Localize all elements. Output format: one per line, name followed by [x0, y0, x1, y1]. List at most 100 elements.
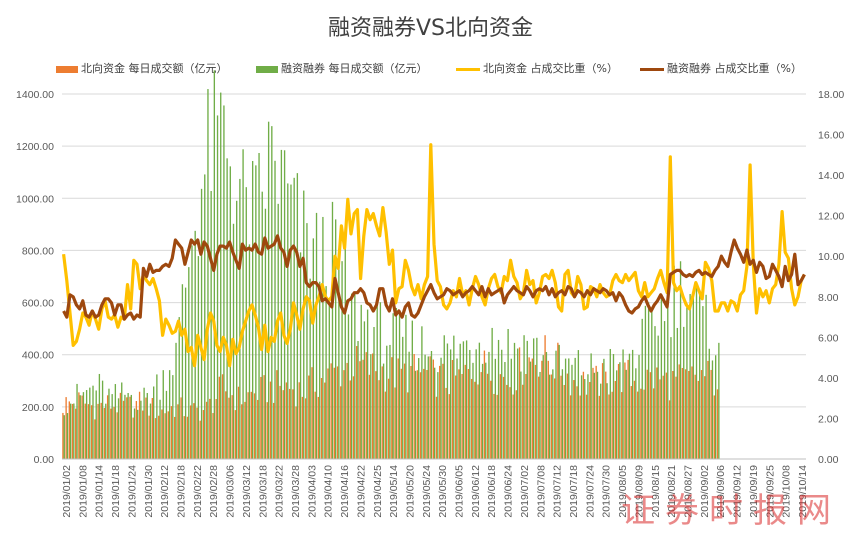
bar-northbound	[560, 375, 562, 459]
bar-northbound	[579, 395, 581, 459]
bar-margin	[408, 351, 410, 459]
bar-margin	[159, 399, 161, 459]
bar-margin	[223, 105, 225, 460]
bar-northbound	[704, 376, 706, 459]
x-tick-label: 2019/09/25	[764, 465, 776, 518]
bar-northbound	[263, 375, 265, 459]
bar-northbound	[518, 347, 521, 459]
bar-margin	[162, 370, 164, 459]
bar-margin	[357, 341, 359, 459]
legend-item: 融资融券 占成交比重（%）	[640, 60, 802, 76]
bar-margin	[386, 345, 388, 459]
bar-northbound	[62, 412, 64, 459]
bar-northbound	[276, 370, 278, 459]
bar-margin	[143, 387, 145, 459]
bar-northbound	[416, 370, 419, 459]
bar-margin	[347, 314, 350, 459]
bar-margin	[341, 261, 343, 459]
bar-margin	[325, 286, 327, 459]
bar-northbound	[646, 369, 648, 459]
bar-northbound	[652, 388, 655, 459]
bar-margin	[580, 375, 583, 459]
legend-label: 融资融券 每日成交额（亿元）	[281, 62, 428, 75]
bar-margin	[101, 380, 104, 459]
bar-northbound	[566, 373, 569, 459]
bar-northbound	[215, 399, 217, 459]
bar-margin	[392, 313, 394, 459]
x-tick-label: 2019/06/24	[503, 465, 515, 518]
bar-northbound	[496, 394, 498, 459]
x-tick-label: 2019/07/02	[519, 465, 531, 518]
bar-northbound	[78, 392, 80, 459]
bar-northbound	[486, 373, 489, 459]
bar-northbound	[371, 353, 374, 459]
bar-northbound	[611, 391, 613, 459]
bar-northbound	[186, 416, 189, 459]
legend-swatch	[640, 67, 664, 71]
bar-margin	[299, 252, 302, 459]
bar-margin	[309, 278, 311, 459]
bar-northbound	[445, 387, 447, 459]
bar-margin	[197, 256, 200, 459]
bar-northbound	[426, 370, 428, 459]
bar-northbound	[368, 374, 371, 459]
bar-margin	[437, 372, 439, 459]
bar-northbound	[260, 376, 262, 459]
bar-margin	[631, 349, 634, 459]
x-tick-label: 2019/03/18	[257, 465, 269, 518]
bar-northbound	[439, 365, 441, 459]
bar-margin	[647, 302, 650, 459]
bar-margin	[405, 314, 407, 459]
bar-northbound	[81, 395, 83, 459]
bar-northbound	[253, 393, 256, 459]
bar-northbound	[314, 391, 316, 459]
bar-northbound	[557, 342, 559, 459]
x-tick-label: 2019/06/05	[454, 465, 466, 518]
bar-margin	[481, 363, 484, 459]
bar-northbound	[684, 369, 687, 459]
bar-northbound	[675, 376, 677, 459]
bar-northbound	[196, 407, 198, 459]
bar-northbound	[458, 369, 460, 459]
bar-northbound	[97, 403, 99, 459]
bar-margin	[679, 261, 682, 459]
bar-margin	[520, 371, 522, 459]
bar-northbound	[512, 394, 514, 459]
bar-margin	[165, 390, 168, 459]
bar-northbound	[400, 368, 403, 459]
bar-margin	[711, 360, 714, 459]
x-tick-label: 2019/01/08	[77, 465, 89, 518]
bar-northbound	[103, 407, 106, 459]
y-left-tick-label: 200.00	[22, 402, 54, 414]
bar-northbound	[391, 357, 393, 459]
bar-northbound	[716, 389, 719, 459]
bar-margin	[111, 394, 113, 459]
legend-item: 北向资金 占成交比重（%）	[456, 60, 618, 76]
x-tick-label: 2019/07/08	[535, 465, 547, 518]
x-tick-label: 2019/01/24	[126, 465, 138, 518]
bar-northbound	[525, 374, 527, 459]
bar-margin	[596, 371, 599, 459]
x-tick-label: 2019/10/14	[797, 465, 809, 518]
bar-northbound	[499, 374, 502, 459]
bar-northbound	[617, 364, 620, 459]
bar-northbound	[174, 416, 176, 459]
bar-margin	[178, 317, 180, 459]
bar-margin	[306, 223, 308, 459]
bar-northbound	[228, 397, 230, 459]
bar-margin	[651, 309, 653, 459]
x-tick-label: 2019/05/24	[421, 465, 433, 518]
bar-margin	[475, 349, 477, 459]
bar-margin	[456, 358, 458, 459]
bar-margin	[434, 367, 436, 459]
bar-margin	[606, 383, 608, 459]
bar-margin	[92, 385, 94, 459]
legend-item: 融资融券 每日成交额（亿元）	[256, 60, 428, 76]
bar-northbound	[71, 403, 74, 459]
bar-northbound	[547, 360, 549, 459]
bar-northbound	[343, 370, 345, 459]
bar-margin	[319, 281, 321, 459]
bar-northbound	[601, 363, 604, 459]
x-tick-label: 2019/07/18	[568, 465, 580, 518]
